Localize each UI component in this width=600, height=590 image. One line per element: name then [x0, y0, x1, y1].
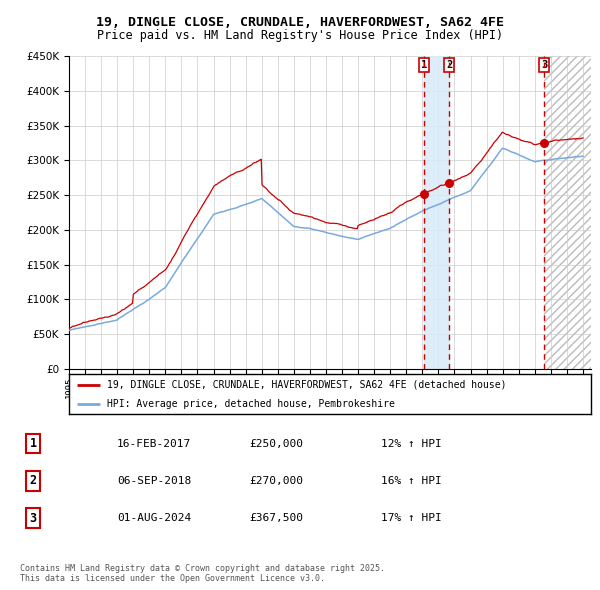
Text: 01-AUG-2024: 01-AUG-2024	[117, 513, 191, 523]
Bar	[544, 56, 591, 369]
Text: 19, DINGLE CLOSE, CRUNDALE, HAVERFORDWEST, SA62 4FE (detached house): 19, DINGLE CLOSE, CRUNDALE, HAVERFORDWES…	[107, 380, 506, 390]
Text: £250,000: £250,000	[249, 439, 303, 448]
Text: 12% ↑ HPI: 12% ↑ HPI	[381, 439, 442, 448]
Bar	[424, 56, 449, 369]
Text: 06-SEP-2018: 06-SEP-2018	[117, 476, 191, 486]
Text: 19, DINGLE CLOSE, CRUNDALE, HAVERFORDWEST, SA62 4FE: 19, DINGLE CLOSE, CRUNDALE, HAVERFORDWES…	[96, 16, 504, 29]
Text: 17% ↑ HPI: 17% ↑ HPI	[381, 513, 442, 523]
Text: 2: 2	[446, 60, 452, 70]
Text: 3: 3	[29, 512, 37, 525]
Text: 3: 3	[541, 60, 547, 70]
Text: Contains HM Land Registry data © Crown copyright and database right 2025.
This d: Contains HM Land Registry data © Crown c…	[20, 563, 385, 583]
Text: £270,000: £270,000	[249, 476, 303, 486]
Text: HPI: Average price, detached house, Pembrokeshire: HPI: Average price, detached house, Pemb…	[107, 399, 394, 409]
Text: Price paid vs. HM Land Registry's House Price Index (HPI): Price paid vs. HM Land Registry's House …	[97, 29, 503, 42]
Text: 16-FEB-2017: 16-FEB-2017	[117, 439, 191, 448]
Text: 1: 1	[29, 437, 37, 450]
Bar	[544, 56, 591, 369]
Text: 2: 2	[29, 474, 37, 487]
Text: £367,500: £367,500	[249, 513, 303, 523]
Text: 16% ↑ HPI: 16% ↑ HPI	[381, 476, 442, 486]
Text: 1: 1	[421, 60, 427, 70]
